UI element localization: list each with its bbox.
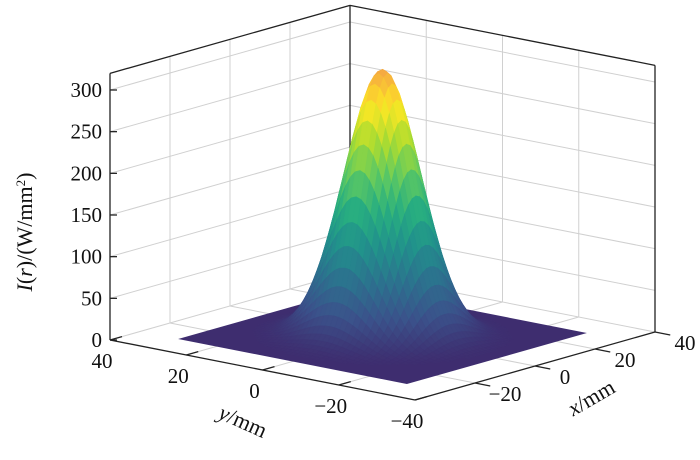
x-axis-ticks: −20 0 20 40	[474, 331, 696, 406]
x-tick-mark	[534, 365, 551, 370]
surface-patch	[442, 359, 453, 363]
y-tick-mark	[262, 365, 275, 371]
surface-patch	[429, 360, 441, 364]
x-axis-title: x/mm	[562, 374, 619, 421]
x-tick-mark	[474, 382, 491, 387]
x-tick-label: 0	[560, 365, 571, 389]
surface-patch	[375, 361, 386, 366]
surface-patch	[383, 361, 394, 366]
x-tick-label: −20	[489, 382, 522, 406]
z-tick-label: 200	[71, 161, 103, 185]
surface-patch	[339, 360, 351, 365]
axis-edge	[349, 4, 656, 66]
y-tick-label: −20	[314, 394, 347, 418]
z-tick-label: 150	[71, 203, 103, 227]
surface-patch	[353, 361, 364, 365]
y-tick-mark	[186, 350, 199, 356]
y-tick-label: 20	[168, 364, 189, 388]
z-tick-label: 100	[71, 245, 103, 269]
y-axis-ticks: 40 20 0 −20 −40	[92, 335, 428, 433]
y-tick-label: 0	[249, 379, 260, 403]
x-tick-label: 20	[615, 348, 636, 372]
surface-patch	[400, 361, 411, 366]
surface-patch	[366, 362, 377, 366]
gaussian-surface	[178, 68, 587, 384]
x-tick-mark	[654, 331, 671, 336]
z-tick-label: 250	[71, 120, 103, 144]
z-axis-ticks: 0 50 100 150 200 250 300	[71, 78, 117, 352]
y-tick-mark	[338, 380, 351, 386]
y-tick-mark	[109, 335, 123, 341]
y-tick-mark	[414, 395, 428, 401]
x-tick-mark	[594, 348, 611, 353]
z-tick-label: 0	[92, 328, 103, 352]
z-tick-label: 300	[71, 78, 103, 102]
z-axis-title: I(r)/(W/mm2)	[12, 173, 37, 293]
surface-patch	[409, 361, 420, 366]
y-tick-label: 40	[92, 349, 113, 373]
surface-patch	[461, 355, 473, 360]
y-tick-label: −40	[391, 409, 424, 433]
x-tick-label: 40	[675, 331, 696, 355]
surface-patch	[417, 361, 428, 366]
y-axis-title: y/mm	[213, 399, 271, 443]
surface-patch	[392, 361, 403, 366]
axis-edge	[109, 4, 351, 74]
z-tick-label: 50	[81, 286, 102, 310]
surface-patch	[317, 357, 328, 362]
